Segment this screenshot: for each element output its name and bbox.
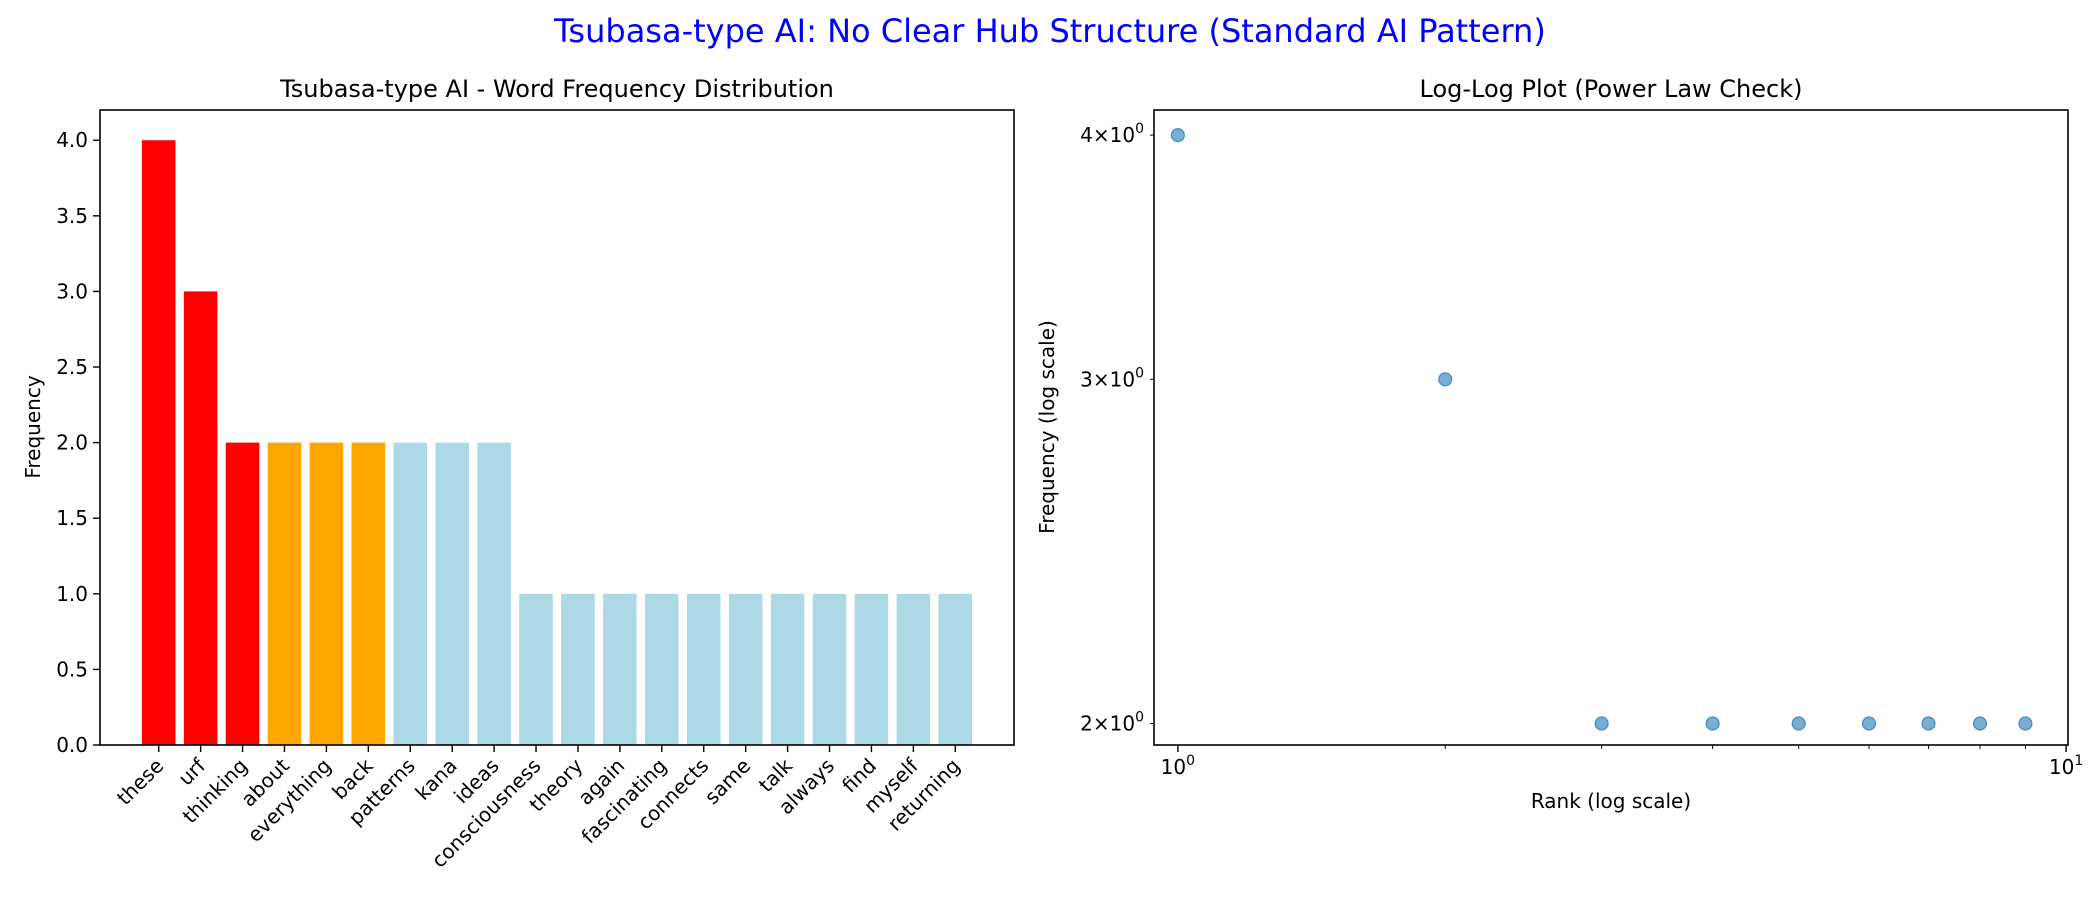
bar-y-tick-label: 1.5 (56, 506, 88, 530)
scatter-point (1791, 716, 1806, 731)
scatter-point (1861, 716, 1877, 731)
bar-marks (141, 140, 973, 745)
bar-y-tick-label: 2.0 (56, 431, 88, 455)
bar-about (267, 442, 302, 745)
bar-x-axis: these urfthinkingabouteverythingbackpatte… (112, 745, 965, 872)
scatter-point (2018, 716, 2033, 731)
bar-x-tick-label: same (700, 754, 755, 809)
bar-theory (561, 593, 595, 745)
bar-y-tick-label: 3.5 (56, 204, 88, 228)
bar-y-tick-label: 4.0 (56, 128, 88, 152)
bar-x-tick-label: these (112, 754, 168, 810)
scatter-point (1170, 127, 1185, 143)
bar-y-tick-label: 1.0 (56, 582, 88, 606)
scatter-x-axis: 100 101 (1161, 745, 2083, 779)
loglog-panel: Log-Log Plot (Power Law Check) 2×100 3×10… (1035, 75, 2083, 813)
loglog-y-axis-label: Frequency (log scale) (1035, 320, 1059, 534)
scatter-point (1921, 716, 1936, 731)
bar-y-tick-label: 2.5 (56, 355, 88, 379)
bar-y-tick-label: 0.5 (56, 657, 88, 681)
bar-y-tick-label: 0.0 (56, 733, 88, 757)
scatter-point (1705, 716, 1720, 731)
bar-chart-title: Tsubasa-type AI - Word Frequency Distrib… (279, 75, 834, 103)
bar-kana (435, 442, 469, 745)
bar-talk (770, 593, 805, 745)
bar-always (812, 593, 847, 745)
bar-plot-frame (99, 109, 1015, 746)
scatter-point (1972, 716, 1988, 731)
scatter-y-tick-label: 3×100 (1080, 365, 1144, 391)
bar-back (351, 442, 386, 745)
bar-same (728, 593, 763, 745)
bar-find (854, 593, 889, 745)
bar-everything (309, 442, 344, 745)
bar-ideas (477, 442, 511, 745)
scatter-y-tick-label: 2×100 (1080, 710, 1144, 736)
loglog-title: Log-Log Plot (Power Law Check) (1420, 75, 1803, 103)
scatter-x-tick-label: 100 (1161, 753, 1195, 779)
bar-chart-panel: Tsubasa-type AI - Word Frequency Distrib… (21, 75, 1015, 872)
bar-these (141, 140, 176, 745)
bar-myself (896, 593, 931, 745)
bar-fascinating (645, 593, 679, 745)
scatter-y-tick-label: 4×100 (1080, 121, 1144, 147)
bar-again (603, 593, 637, 745)
bar-patterns (393, 442, 428, 745)
scatter-marks (1170, 127, 2033, 731)
bar-y-tick-label: 3.0 (56, 279, 88, 303)
scatter-y-axis: 2×100 3×100 4×100 (1080, 121, 1154, 736)
scatter-point (1594, 716, 1609, 731)
bar-consciousness (519, 593, 553, 745)
loglog-plot-frame (1153, 109, 2069, 746)
bar-urf (183, 291, 218, 745)
bar-connects (686, 593, 721, 745)
bar-thinking (225, 442, 260, 745)
loglog-x-axis-label: Rank (log scale) (1531, 789, 1691, 813)
scatter-point (1438, 372, 1453, 387)
scatter-x-tick-label: 101 (2049, 753, 2083, 779)
bar-y-axis-label: Frequency (21, 375, 45, 478)
bar-returning (938, 593, 973, 745)
figure-title: Tsubasa-type AI: No Clear Hub Structure … (553, 12, 1546, 50)
bar-y-axis: 0.0 0.5 1.0 1.5 2.0 2.5 3.0 3.5 4.0 (56, 128, 100, 757)
